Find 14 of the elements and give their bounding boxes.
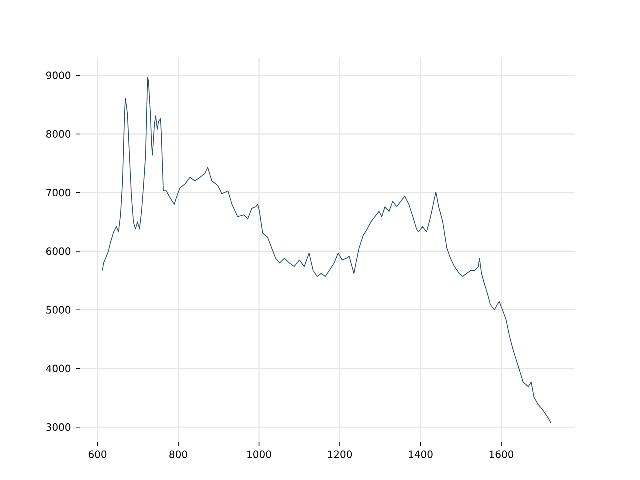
y-tick-label: 6000 <box>46 248 71 256</box>
y-tick-label: 8000 <box>46 130 71 138</box>
y-tick-label: 3000 <box>46 424 71 432</box>
line-series <box>102 78 552 424</box>
x-tick-label: 1400 <box>409 450 433 458</box>
x-tick-label: 1600 <box>490 450 514 458</box>
x-tick-label: 800 <box>170 450 188 458</box>
y-tick-label: 7000 <box>46 189 71 197</box>
x-tick-label: 1200 <box>328 450 352 458</box>
x-tick-label: 1000 <box>248 450 272 458</box>
y-tick-label: 9000 <box>46 72 71 80</box>
y-tick-label: 4000 <box>46 364 71 373</box>
y-tick-label: 5000 <box>46 306 71 314</box>
x-tick-label: 600 <box>88 450 107 458</box>
